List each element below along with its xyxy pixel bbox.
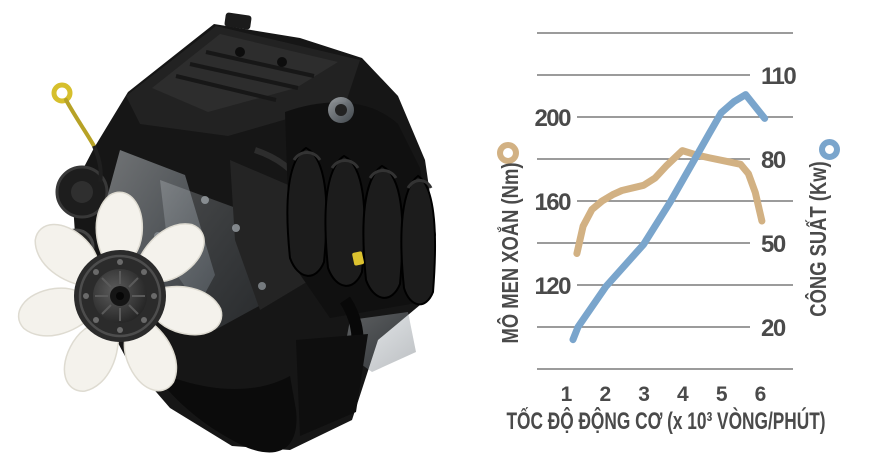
- left-axis-tick: 120: [534, 273, 571, 300]
- power-curve: [569, 91, 769, 344]
- cooling-fan: [17, 191, 223, 392]
- left-axis-tick: 160: [534, 189, 571, 216]
- dipstick: [51, 82, 103, 183]
- torque-legend-marker: [497, 142, 519, 164]
- torque-curve: [573, 147, 766, 257]
- x-axis-tick: 5: [716, 383, 728, 406]
- power-legend-marker: [819, 139, 840, 160]
- x-axis-tick: 3: [638, 383, 649, 406]
- engine-image: [17, 12, 437, 453]
- x-axis-tick: 4: [677, 383, 689, 406]
- right-axis-title: CÔNG SUẤT (Kw): [805, 161, 831, 317]
- left-axis-title: MÔ MEN XOẮN (Nm): [497, 162, 523, 344]
- right-axis-tick: 80: [761, 147, 786, 174]
- x-axis-tick: 2: [599, 383, 610, 406]
- engine-illustration: [17, 12, 437, 453]
- x-axis-tick: 1: [561, 383, 573, 406]
- right-axis-tick: 50: [761, 231, 786, 258]
- yellow-connector: [352, 251, 364, 266]
- dipstick-ring: [51, 82, 73, 104]
- x-axis-title: TỐC ĐỘ ĐỘNG CƠ (x 10³ VÒNG/PHÚT): [506, 408, 826, 435]
- fan-hub: [74, 250, 166, 342]
- oil-pan: [150, 334, 368, 453]
- right-axis-tick: 20: [761, 315, 786, 342]
- left-axis-tick: 200: [534, 105, 571, 132]
- x-axis-tick: 6: [755, 383, 766, 406]
- right-axis-tick: 110: [761, 63, 796, 90]
